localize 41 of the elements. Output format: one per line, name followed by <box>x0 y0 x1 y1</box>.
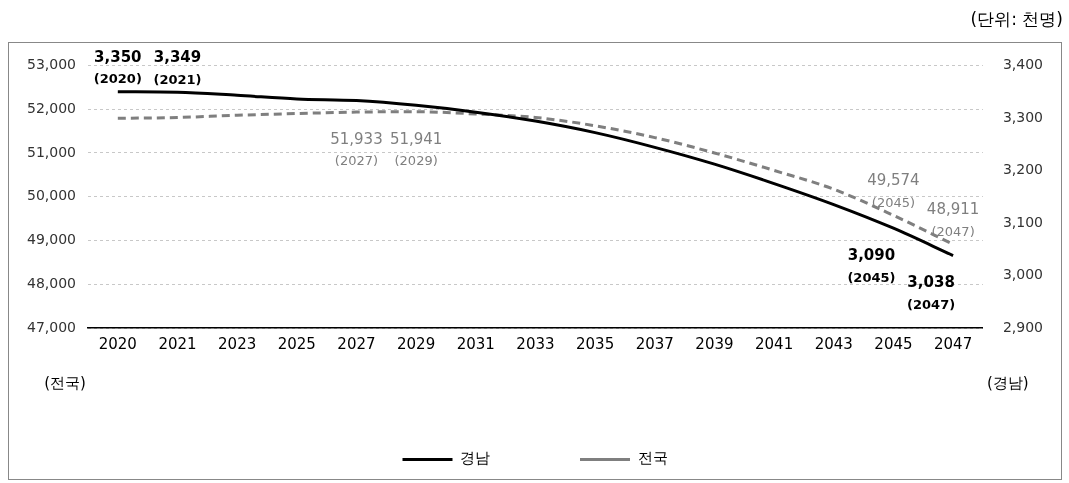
x-tick-label: 2039 <box>695 334 734 353</box>
data-label: 51,941 (2029) <box>389 129 443 169</box>
x-tick-label: 2023 <box>218 334 257 353</box>
x-tick-label: 2035 <box>576 334 615 353</box>
x-tick-label: 2029 <box>397 334 436 353</box>
x-tick-label: 2043 <box>814 334 853 353</box>
y2-axis-title: (경남) <box>986 373 1029 392</box>
data-label: 48,911 (2047) <box>926 200 980 239</box>
x-tick-label: 2037 <box>635 334 674 353</box>
y-tick-label: 51,000 <box>26 143 76 160</box>
data-label: 3,090 (2045) <box>847 246 896 285</box>
x-tick-label: 2045 <box>874 334 913 353</box>
y-axis-title: (전국) <box>44 373 86 392</box>
y2-tick-label: 3,000 <box>1002 266 1044 283</box>
y2-tick-label: 3,300 <box>1002 108 1044 125</box>
y-tick-label: 47,000 <box>26 318 76 335</box>
data-label: 49,574 (2045) <box>867 171 920 210</box>
legend-label: 경남 <box>460 449 490 468</box>
y2-tick-label: 2,900 <box>1002 318 1044 335</box>
x-tick-label: 2025 <box>277 334 316 353</box>
legend-label: 전국 <box>637 449 668 468</box>
data-label: 3,038 (2047) <box>907 273 956 312</box>
data-label: 51,933 (2027) <box>330 129 383 169</box>
y-tick-label: 52,000 <box>26 99 76 116</box>
text: (단위: 천명) <box>970 9 1063 29</box>
y-tick-label: 49,000 <box>26 231 76 248</box>
x-tick-label: 2047 <box>934 334 973 353</box>
y-tick-label: 53,000 <box>26 56 76 73</box>
y-tick-label: 50,000 <box>26 187 76 204</box>
x-tick-label: 2020 <box>98 334 137 353</box>
x-tick-label: 2033 <box>516 334 555 353</box>
data-label: 3,349 (2021) <box>153 48 202 87</box>
x-tick-label: 2021 <box>158 334 197 353</box>
y2-tick-label: 3,200 <box>1002 161 1044 178</box>
y2-tick-label: 3,100 <box>1002 213 1044 230</box>
x-tick-label: 2027 <box>337 334 376 353</box>
y2-tick-label: 3,400 <box>1002 56 1044 73</box>
data-label: 3,350 (2020) <box>93 47 142 87</box>
x-tick-label: 2031 <box>456 334 495 353</box>
y-tick-label: 48,000 <box>26 274 76 291</box>
x-tick-label: 2041 <box>755 334 794 353</box>
